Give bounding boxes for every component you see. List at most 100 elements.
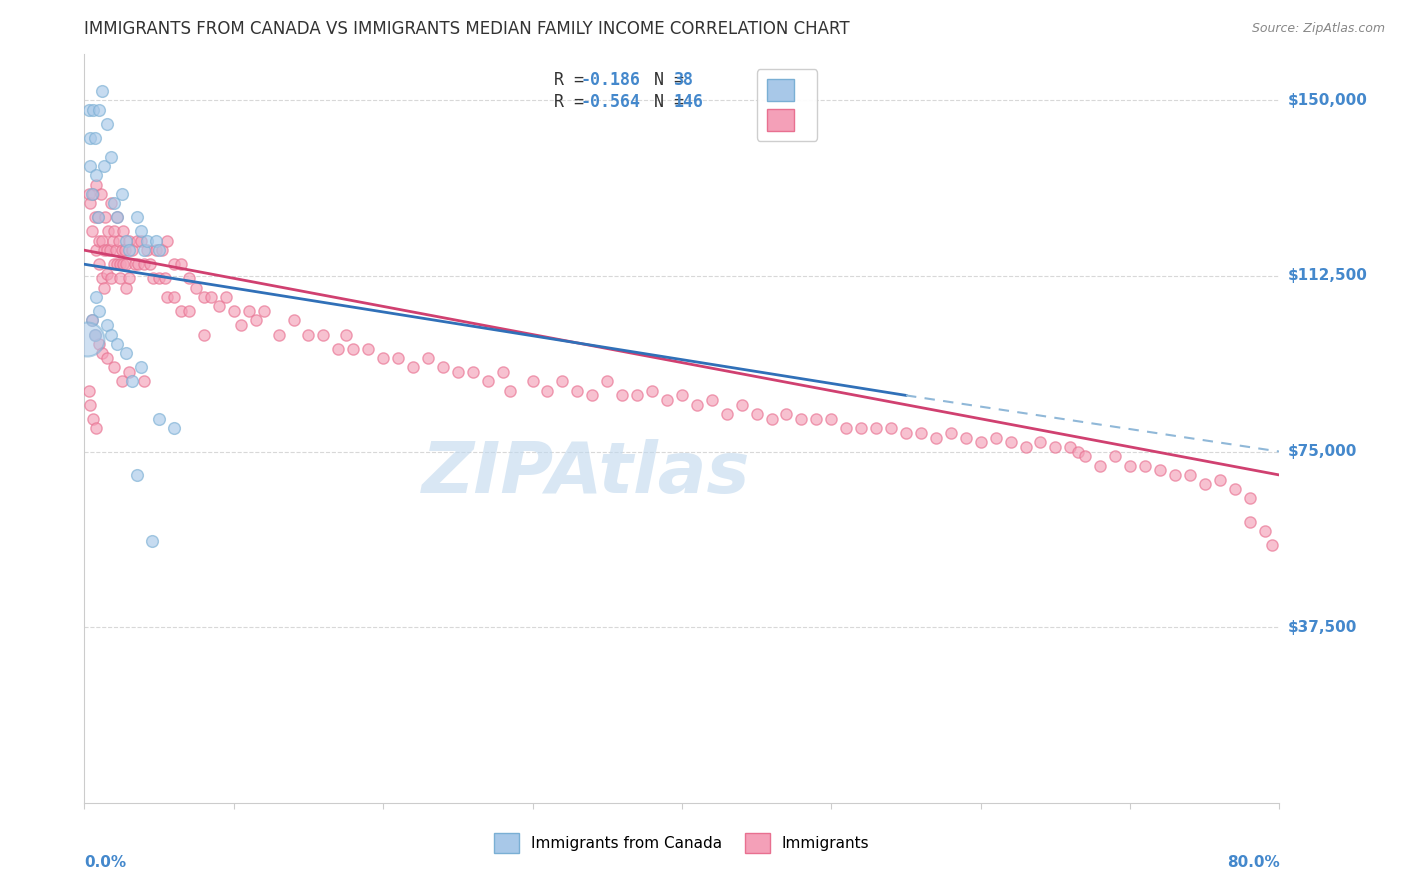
Point [132,244,156,258]
Point [499,384,522,398]
Point [626,388,648,402]
Point [148,271,170,285]
Point [283,313,305,327]
Point [145,244,167,258]
Point [145,234,167,248]
Point [267,327,290,342]
Point [686,398,709,412]
Text: 80.0%: 80.0% [1226,855,1279,871]
Point [1178,467,1201,482]
Point [87,211,110,225]
Point [79,196,101,211]
Point [112,225,135,239]
Point [115,281,138,295]
Point [104,244,127,258]
Point [112,257,135,271]
Point [551,375,574,389]
Point [447,365,470,379]
Point [83,327,105,342]
Point [89,257,111,271]
Text: Source: ZipAtlas.com: Source: ZipAtlas.com [1251,22,1385,36]
Point [86,421,108,435]
Point [387,351,409,365]
Point [77,187,100,202]
Text: R =: R = [554,94,593,112]
Point [790,412,813,426]
Point [775,407,797,421]
Point [105,211,128,225]
Point [1000,435,1022,450]
Point [1119,458,1142,473]
Text: R =: R = [554,70,593,88]
Point [101,234,124,248]
Point [253,304,276,318]
Point [96,318,118,333]
Point [79,398,101,412]
Point [100,327,122,342]
Point [121,375,143,389]
Point [492,365,515,379]
Point [93,244,115,258]
Point [716,407,738,421]
Point [1014,440,1036,454]
Point [1164,467,1187,482]
Point [373,351,395,365]
Text: $150,000: $150,000 [1288,93,1368,108]
Point [671,388,693,402]
Point [110,271,132,285]
Point [200,290,222,304]
Point [1239,491,1261,506]
Point [612,388,634,402]
Point [416,351,439,365]
Point [522,375,544,389]
Point [86,169,108,183]
Point [129,225,152,239]
Point [655,393,678,408]
Point [77,384,100,398]
Point [98,244,121,258]
Point [110,257,132,271]
Point [731,398,754,412]
Point [335,327,357,342]
Text: $75,000: $75,000 [1288,444,1357,459]
Text: ZIPAtlas: ZIPAtlas [422,439,751,508]
Point [153,271,176,285]
Point [96,267,118,281]
Point [136,244,159,258]
Point [118,244,141,258]
Text: IMMIGRANTS FROM CANADA VS IMMIGRANTS MEDIAN FAMILY INCOME CORRELATION CHART: IMMIGRANTS FROM CANADA VS IMMIGRANTS MED… [84,21,851,38]
Point [851,421,873,435]
Point [222,304,245,318]
Point [89,234,111,248]
Point [581,388,603,402]
Point [105,257,128,271]
Point [245,313,267,327]
Point [170,257,193,271]
Point [132,375,156,389]
Point [1090,458,1112,473]
Point [163,421,186,435]
Point [1223,482,1246,496]
Point [89,337,111,351]
Point [115,346,138,360]
Point [641,384,664,398]
Point [136,234,159,248]
Point [1209,473,1232,487]
Point [231,318,253,333]
Point [111,375,134,389]
Point [91,271,114,285]
Point [1059,440,1081,454]
Point [118,271,141,285]
Point [86,178,108,192]
Point [1133,458,1156,473]
Point [107,234,129,248]
Point [894,425,917,440]
Point [96,117,118,131]
Point [984,431,1007,445]
Point [297,327,319,342]
Point [536,384,558,398]
Point [761,412,783,426]
Point [402,360,425,375]
Point [89,304,111,318]
Point [238,304,260,318]
